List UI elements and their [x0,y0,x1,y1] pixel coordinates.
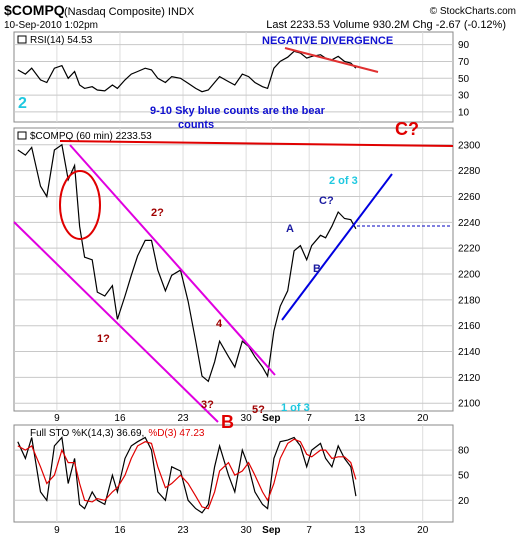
x-tick-label: 30 [241,413,253,424]
legend-icon [17,131,27,140]
y-tick-label: 2160 [458,321,481,332]
y-tick-label: 2100 [458,399,481,410]
annotation: C? [319,195,334,207]
date: 10-Sep-2010 1:02pm [4,20,98,31]
series-line [17,50,357,93]
x-tick-label: 23 [177,525,189,536]
copyright: © StockCharts.com [430,6,516,17]
annotation: A [286,223,294,235]
y-tick-label: 2220 [458,244,481,255]
y-tick-label: 30 [458,91,470,102]
x-tick-label: 16 [114,413,126,424]
y-tick-label: 2120 [458,373,481,384]
annotation: B [221,412,234,432]
y-tick-label: 10 [458,107,470,118]
y-tick-label: 20 [458,496,470,507]
y-tick-label: 2200 [458,270,481,281]
series-line [17,436,357,514]
x-tick-label: Sep [262,413,280,424]
annotation: 1 of 3 [281,402,310,414]
x-tick-label: 16 [114,525,126,536]
x-tick-label: 7 [306,413,312,424]
x-tick-label: Sep [262,525,280,536]
x-tick-label: 9 [54,413,60,424]
panel-title: RSI(14) 54.53 [30,35,93,46]
y-tick-label: 2140 [458,347,481,358]
annotation: NEGATIVE DIVERGENCE [262,35,393,47]
annotation: 2 [18,95,27,112]
series-line [17,143,357,383]
index-name: (Nasdaq Composite) INDX [64,6,195,18]
series-line [17,438,357,510]
channel-lower [13,221,219,423]
symbol: $COMPQ [4,2,65,18]
panel-title: $COMPQ (60 min) 2233.53 [30,131,152,142]
annotation: 1? [97,333,110,345]
resistance-line [59,140,454,147]
legend-entry: %D(3) 47.23 [148,428,205,439]
annotation: 5? [252,404,265,416]
quote: Last 2233.53 Volume 930.2M Chg -2.67 (-0… [266,19,506,31]
annotation: 2? [151,207,164,219]
y-tick-label: 50 [458,74,470,85]
y-tick-label: 50 [458,471,470,482]
x-tick-label: 9 [54,525,60,536]
channel-upper [69,144,276,376]
y-tick-label: 2300 [458,140,481,151]
x-tick-label: 13 [354,413,366,424]
circle [59,170,101,240]
y-tick-label: 90 [458,40,470,51]
annotation: 4 [216,318,223,330]
y-tick-label: 2280 [458,166,481,177]
x-tick-label: 20 [417,413,429,424]
y-tick-label: 70 [458,57,470,68]
annotation: counts [178,119,214,131]
x-tick-label: 30 [241,525,253,536]
annotation: B [313,263,321,275]
annotation: 2 of 3 [329,175,358,187]
x-tick-label: 7 [306,525,312,536]
divergence-line [284,47,379,73]
y-tick-label: 2240 [458,218,481,229]
x-tick-label: 23 [177,413,189,424]
y-tick-label: 2260 [458,192,481,203]
x-tick-label: 13 [354,525,366,536]
trend-line [281,173,393,321]
annotation: C? [395,119,419,139]
legend-entry: Full STO %K(14,3) 36.69, [30,428,144,439]
panel-frame [13,31,454,123]
annotation: 9-10 Sky blue counts are the bear [150,105,326,117]
x-tick-label: 20 [417,525,429,536]
legend-icon [17,35,27,44]
y-tick-label: 2180 [458,295,481,306]
y-tick-label: 80 [458,446,470,457]
annotation: 3? [201,399,214,411]
